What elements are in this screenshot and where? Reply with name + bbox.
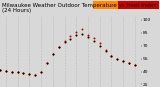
Point bbox=[87, 36, 89, 38]
Point bbox=[34, 74, 36, 76]
Point bbox=[81, 33, 83, 34]
Point bbox=[57, 46, 60, 47]
Point bbox=[87, 34, 89, 35]
Point bbox=[28, 73, 31, 75]
Point bbox=[63, 42, 66, 43]
Point bbox=[0, 69, 1, 70]
Point bbox=[134, 64, 136, 65]
Point bbox=[22, 73, 25, 74]
Point bbox=[116, 59, 119, 60]
Point bbox=[81, 33, 83, 34]
Point bbox=[122, 61, 124, 62]
Point bbox=[75, 35, 78, 36]
Point bbox=[104, 49, 107, 51]
Point bbox=[93, 40, 95, 41]
Point bbox=[40, 71, 42, 72]
Point bbox=[22, 73, 25, 74]
Point bbox=[5, 70, 7, 71]
Point bbox=[40, 71, 42, 72]
Point bbox=[52, 54, 54, 55]
Point bbox=[28, 73, 31, 75]
Point bbox=[69, 38, 72, 40]
Point bbox=[0, 69, 1, 70]
Point bbox=[10, 71, 13, 72]
Point bbox=[34, 74, 36, 76]
Point bbox=[98, 42, 101, 44]
Point bbox=[63, 40, 66, 41]
Point bbox=[134, 64, 136, 65]
Point bbox=[75, 31, 78, 33]
Point bbox=[98, 45, 101, 46]
Point bbox=[69, 36, 72, 37]
Point bbox=[110, 55, 113, 57]
Point bbox=[10, 71, 13, 72]
Point bbox=[75, 35, 78, 36]
Point bbox=[46, 62, 48, 64]
Point bbox=[52, 54, 54, 55]
Point bbox=[98, 45, 101, 46]
Point bbox=[128, 62, 130, 64]
Point bbox=[128, 62, 130, 64]
Point bbox=[116, 59, 119, 60]
Point bbox=[69, 38, 72, 40]
Point bbox=[0, 69, 1, 70]
Point bbox=[81, 29, 83, 30]
Point bbox=[16, 72, 19, 73]
Point bbox=[122, 61, 124, 62]
Point bbox=[34, 74, 36, 76]
Point bbox=[128, 62, 130, 64]
Point bbox=[87, 36, 89, 38]
Point bbox=[16, 72, 19, 73]
Point bbox=[104, 50, 107, 52]
Point bbox=[57, 47, 60, 48]
Point bbox=[110, 55, 113, 57]
Point bbox=[134, 64, 136, 65]
Point bbox=[122, 61, 124, 62]
Point bbox=[16, 72, 19, 73]
Point bbox=[110, 55, 113, 57]
Point bbox=[104, 50, 107, 52]
Point bbox=[57, 47, 60, 48]
Point bbox=[22, 73, 25, 74]
Point bbox=[116, 59, 119, 60]
Point bbox=[28, 73, 31, 75]
Point bbox=[46, 62, 48, 64]
Point bbox=[52, 54, 54, 55]
Text: Milwaukee Weather Outdoor Temperature vs Heat Index (24 Hours): Milwaukee Weather Outdoor Temperature vs… bbox=[2, 3, 156, 13]
Point bbox=[63, 42, 66, 43]
Point bbox=[93, 37, 95, 39]
Point bbox=[40, 71, 42, 72]
Point bbox=[5, 70, 7, 71]
Point bbox=[5, 70, 7, 71]
Point bbox=[10, 71, 13, 72]
Point bbox=[46, 62, 48, 64]
Point bbox=[93, 40, 95, 41]
